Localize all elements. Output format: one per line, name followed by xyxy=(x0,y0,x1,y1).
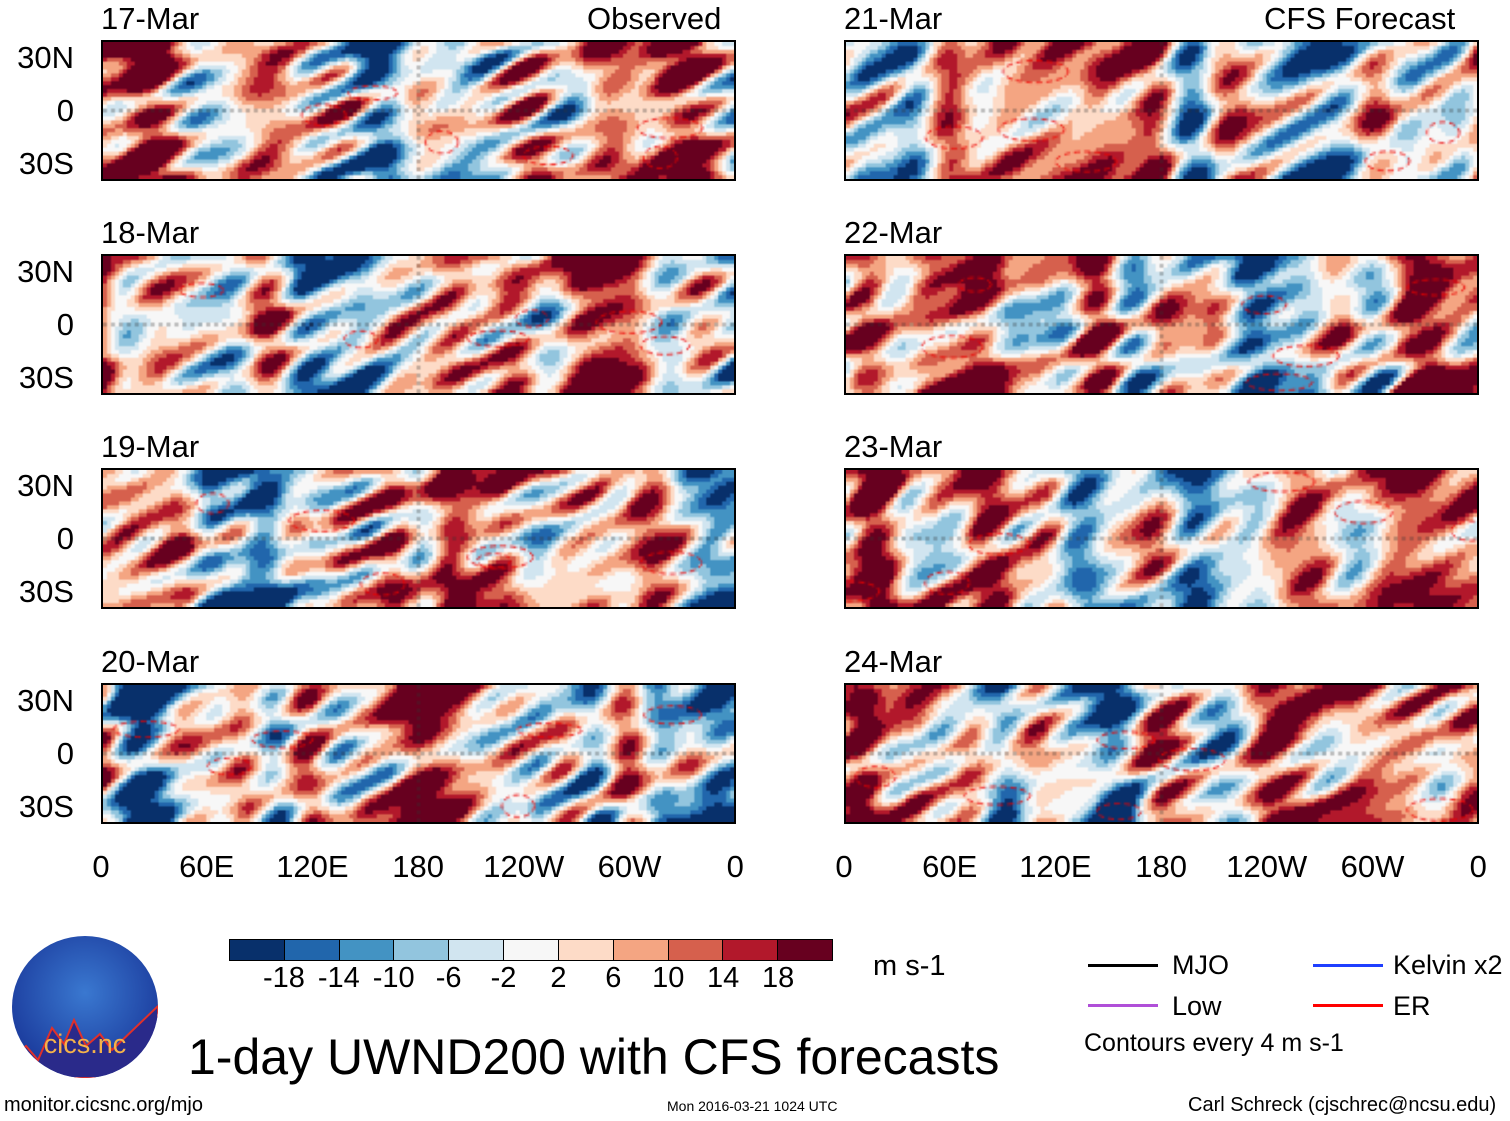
panel-date: 20-Mar xyxy=(101,644,200,679)
wind-field-heatmap xyxy=(846,470,1477,607)
wind-map-panel xyxy=(101,468,736,609)
latitude-label: 30S xyxy=(18,789,74,824)
latitude-label: 30S xyxy=(18,146,74,181)
panel-date: 18-Mar xyxy=(101,215,200,250)
colorbar-swatch xyxy=(504,940,559,960)
colorbar-swatch xyxy=(613,940,669,960)
cics-logo: cics.nc xyxy=(12,936,158,1078)
latitude-label: 0 xyxy=(56,521,74,556)
panel-date: 22-Mar xyxy=(844,215,943,250)
colorbar-units: m s-1 xyxy=(873,950,946,982)
longitude-label: 60W xyxy=(597,849,662,884)
wind-field-heatmap xyxy=(846,685,1477,822)
panel-date: 21-Mar xyxy=(844,1,943,36)
colorbar-swatch xyxy=(339,940,395,960)
kelvin-line-swatch xyxy=(1313,964,1383,967)
colorbar-tick-label: 18 xyxy=(761,962,795,994)
colorbar-swatch xyxy=(394,940,450,960)
longitude-label: 0 xyxy=(835,849,853,884)
mjo-label: MJO xyxy=(1172,950,1229,980)
wind-map-panel xyxy=(844,683,1479,824)
latitude-label: 30S xyxy=(18,360,74,395)
latitude-label: 30N xyxy=(17,468,74,503)
latitude-label: 30N xyxy=(17,683,74,718)
longitude-label: 0 xyxy=(726,849,744,884)
colorbar-swatch xyxy=(778,940,832,960)
colorbar-tick-label: -10 xyxy=(372,962,415,994)
low-label: Low xyxy=(1172,991,1222,1021)
longitude-label: 60W xyxy=(1340,849,1405,884)
footer-author: Carl Schreck (cjschrec@ncsu.edu) xyxy=(1188,1094,1497,1116)
colorbar-tick-label: -2 xyxy=(490,962,517,994)
longitude-label: 0 xyxy=(1469,849,1487,884)
colorbar-swatch xyxy=(230,940,285,960)
longitude-label: 180 xyxy=(392,849,444,884)
longitude-label: 180 xyxy=(1135,849,1187,884)
panel-date: 24-Mar xyxy=(844,644,943,679)
er-label: ER xyxy=(1393,991,1431,1021)
footer-url[interactable]: monitor.cicsnc.org/mjo xyxy=(4,1094,203,1116)
wind-map-panel xyxy=(844,468,1479,609)
footer-timestamp: Mon 2016-03-21 1024 UTC xyxy=(667,1098,838,1114)
longitude-label: 120W xyxy=(483,849,565,884)
colorbar-tick-label: -14 xyxy=(317,962,360,994)
wind-field-heatmap xyxy=(846,42,1477,179)
wind-map-panel xyxy=(101,254,736,395)
colorbar-tick-label: 10 xyxy=(652,962,685,994)
longitude-label: 0 xyxy=(92,849,110,884)
latitude-label: 0 xyxy=(56,93,74,128)
latitude-label: 0 xyxy=(56,736,74,771)
wind-field-heatmap xyxy=(103,42,734,179)
latitude-label: 0 xyxy=(56,307,74,342)
figure-title: 1-day UWND200 with CFS forecasts xyxy=(188,1029,1000,1085)
logo-mountains-icon xyxy=(12,1004,158,1078)
wind-map-panel xyxy=(844,40,1479,181)
latitude-label: 30N xyxy=(17,254,74,289)
colorbar-tick-label: 2 xyxy=(550,962,567,994)
colorbar-swatch xyxy=(668,940,724,960)
wind-map-panel xyxy=(101,40,736,181)
latitude-label: 30N xyxy=(17,40,74,75)
wind-field-heatmap xyxy=(846,256,1477,393)
wind-map-panel xyxy=(101,683,736,824)
colorbar-tick-label: -18 xyxy=(262,962,305,994)
er-line-swatch xyxy=(1313,1004,1383,1007)
wind-field-heatmap xyxy=(103,685,734,822)
wind-field-heatmap xyxy=(103,470,734,607)
colorbar-tick-label: 14 xyxy=(707,962,740,994)
panel-date: 19-Mar xyxy=(101,429,200,464)
panel-date: 23-Mar xyxy=(844,429,943,464)
longitude-label: 120E xyxy=(276,849,349,884)
wind-field-heatmap xyxy=(103,256,734,393)
colorbar-swatch xyxy=(284,940,340,960)
forecast-column-title: CFS Forecast xyxy=(1264,1,1456,36)
longitude-label: 60E xyxy=(922,849,978,884)
longitude-label: 120E xyxy=(1019,849,1092,884)
wind-map-panel xyxy=(844,254,1479,395)
observed-column-title: Observed xyxy=(587,1,722,36)
colorbar-tick-label: -6 xyxy=(435,962,462,994)
colorbar xyxy=(229,939,833,961)
mjo-line-swatch xyxy=(1088,964,1158,967)
logo-text: cics.nc xyxy=(43,1029,127,1059)
longitude-label: 120W xyxy=(1226,849,1308,884)
kelvin-label: Kelvin x2 xyxy=(1393,950,1503,980)
colorbar-swatch xyxy=(558,940,614,960)
contour-note: Contours every 4 m s-1 xyxy=(1084,1029,1344,1057)
low-line-swatch xyxy=(1088,1004,1158,1007)
panel-date: 17-Mar xyxy=(101,1,200,36)
latitude-label: 30S xyxy=(18,574,74,609)
colorbar-tick-label: 6 xyxy=(605,962,622,994)
colorbar-swatch xyxy=(449,940,505,960)
longitude-label: 60E xyxy=(179,849,235,884)
colorbar-swatch xyxy=(723,940,779,960)
